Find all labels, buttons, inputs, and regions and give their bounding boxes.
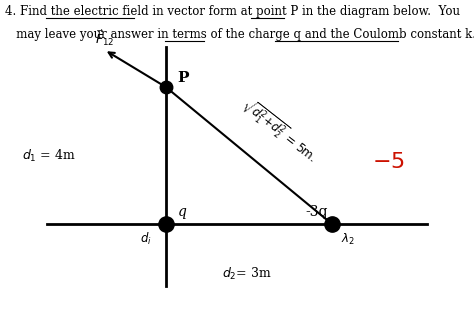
Text: $d_i$: $d_i$ <box>140 230 152 247</box>
Text: $\lambda_2$: $\lambda_2$ <box>341 232 355 247</box>
Text: $-5$: $-5$ <box>372 151 405 173</box>
Text: $d_2$= 3m: $d_2$= 3m <box>222 266 271 282</box>
Text: may leave your answer in terms of the charge q and the Coulomb constant k.: may leave your answer in terms of the ch… <box>5 28 474 41</box>
Text: q: q <box>178 205 187 219</box>
Text: 4. Find the electric field in vector form at point P in the diagram below.  You: 4. Find the electric field in vector for… <box>5 5 460 18</box>
Text: $\vec{F}_{12}$: $\vec{F}_{12}$ <box>95 28 114 48</box>
Text: $d_1$ = 4m: $d_1$ = 4m <box>22 147 76 164</box>
Text: $\sqrt{d_1^2{+}d_2^2}$ = 5m.: $\sqrt{d_1^2{+}d_2^2}$ = 5m. <box>237 94 322 167</box>
Text: -3q: -3q <box>306 205 328 219</box>
Text: P: P <box>178 72 189 86</box>
